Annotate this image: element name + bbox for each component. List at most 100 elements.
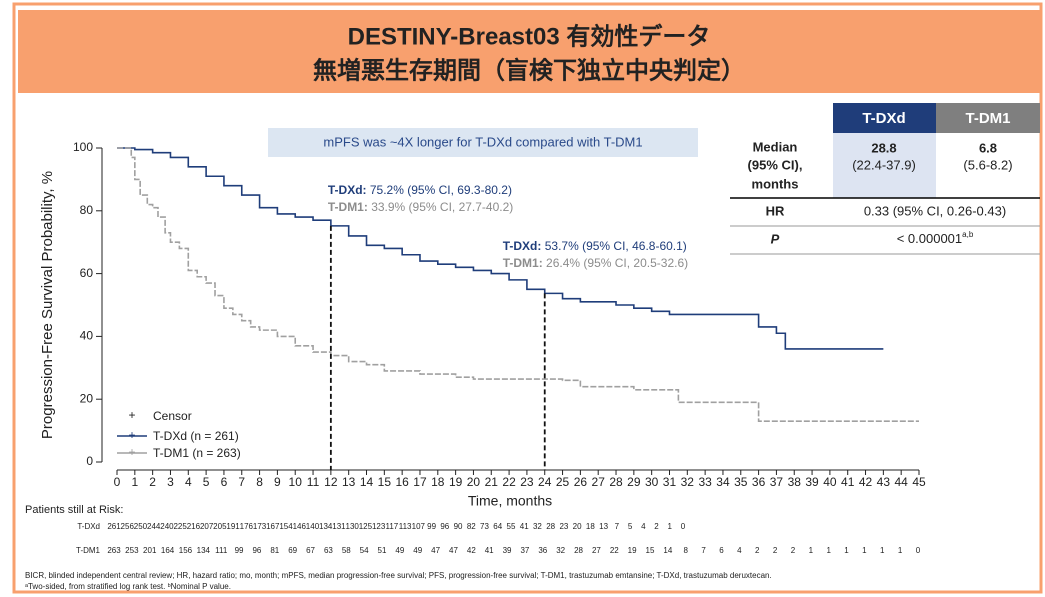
x-tick-label: 40 (823, 475, 837, 489)
x-tick-label: 38 (788, 475, 802, 489)
risk-count: 2 (654, 522, 659, 531)
risk-count: 4 (641, 522, 646, 531)
x-tick-label: 29 (627, 475, 641, 489)
x-tick-label: 27 (592, 475, 606, 489)
risk-count: 90 (454, 522, 463, 531)
censor-symbol: + (128, 408, 135, 422)
risk-count: 99 (235, 546, 244, 555)
risk-count: 41 (520, 522, 529, 531)
table-header: T-DM1 (966, 110, 1011, 127)
header-cell (833, 103, 936, 133)
y-tick-label: 0 (86, 454, 93, 468)
risk-count: 63 (324, 546, 333, 555)
risk-count: 15 (646, 546, 655, 555)
x-tick-label: 1 (131, 475, 138, 489)
risk-count: 117 (386, 522, 399, 531)
risk-count: 49 (413, 546, 422, 555)
risk-count: 19 (628, 546, 637, 555)
risk-count: 47 (449, 546, 458, 555)
risk-count: 113 (399, 522, 412, 531)
risk-count: 1 (862, 546, 867, 555)
annotation-text: 75.2% (95% CI, 69.3-80.2) (367, 183, 512, 197)
x-tick-label: 37 (770, 475, 784, 489)
risk-count: 2 (773, 546, 778, 555)
x-tick-label: 41 (841, 475, 855, 489)
risk-count: 64 (493, 522, 502, 531)
risk-count: 8 (684, 546, 689, 555)
x-tick-label: 0 (114, 475, 121, 489)
x-tick-label: 15 (378, 475, 392, 489)
survival-curve (117, 147, 919, 422)
risk-count: 18 (586, 522, 595, 531)
risk-count: 263 (107, 546, 121, 555)
annotation: T-DXd: 53.7% (95% CI, 46.8-60.1) (503, 239, 687, 253)
y-tick-label: 20 (80, 391, 94, 405)
row-label: Median (753, 139, 798, 154)
risk-count: 27 (592, 546, 601, 555)
x-tick-label: 16 (395, 475, 409, 489)
risk-count: 39 (503, 546, 512, 555)
risk-count: 131 (332, 522, 346, 531)
x-tick-label: 3 (167, 475, 174, 489)
legend-label: T-DM1 (n = 263) (153, 446, 241, 460)
risk-count: 22 (610, 546, 619, 555)
legend-censor: Censor (153, 409, 192, 423)
x-tick-label: 2 (149, 475, 156, 489)
risk-count: 1 (880, 546, 885, 555)
risk-count: 1 (668, 522, 673, 531)
risk-count: 54 (360, 546, 369, 555)
risk-count: 207 (200, 522, 214, 531)
annotation-label: T-DXd: (328, 183, 367, 197)
hr-value: 0.33 (95% CI, 0.26-0.43) (864, 203, 1006, 218)
x-tick-label: 13 (342, 475, 356, 489)
x-tick-label: 45 (912, 475, 926, 489)
risk-count: 28 (546, 522, 555, 531)
annotation: T-DM1: 33.9% (95% CI, 27.7-40.2) (328, 200, 513, 214)
risk-count: 6 (719, 546, 724, 555)
row-label: P (771, 231, 780, 246)
header-cell (936, 103, 1040, 133)
x-tick-label: 44 (894, 475, 908, 489)
risk-count: 173 (253, 522, 267, 531)
title-line1: DESTINY-Breast03 有効性データ (348, 22, 711, 50)
legend-label: T-DXd (n = 261) (153, 429, 239, 443)
row-label: (95% CI), (748, 157, 803, 172)
x-tick-label: 34 (716, 475, 730, 489)
risk-count: 167 (266, 522, 280, 531)
x-tick-label: 42 (859, 475, 873, 489)
x-tick-label: 22 (502, 475, 516, 489)
annotation: T-DXd: 75.2% (95% CI, 69.3-80.2) (328, 183, 512, 197)
x-tick-label: 18 (431, 475, 445, 489)
risk-count: 250 (134, 522, 148, 531)
risk-count: 96 (252, 546, 261, 555)
x-tick-label: 10 (289, 475, 303, 489)
annotation-text: 26.4% (95% CI, 20.5-32.6) (543, 256, 688, 270)
row-label: HR (766, 203, 785, 218)
risk-count: 41 (485, 546, 494, 555)
footnote: ᵃTwo-sided, from stratified log rank tes… (25, 582, 231, 591)
risk-count: 47 (431, 546, 440, 555)
x-tick-label: 43 (877, 475, 891, 489)
risk-count: 240 (160, 522, 174, 531)
y-axis-label: Progression-Free Survival Probability, % (39, 171, 56, 439)
risk-count: 58 (342, 546, 351, 555)
risk-count: 0 (681, 522, 686, 531)
x-tick-label: 31 (663, 475, 677, 489)
annotation-label: T-DXd: (503, 239, 542, 253)
x-tick-label: 14 (360, 475, 374, 489)
x-tick-label: 11 (307, 475, 320, 489)
risk-count: 2 (755, 546, 760, 555)
x-tick-label: 4 (185, 475, 192, 489)
risk-count: 96 (440, 522, 449, 531)
risk-count: 146 (293, 522, 307, 531)
x-axis-label: Time, months (468, 493, 552, 509)
x-tick-label: 5 (203, 475, 210, 489)
x-tick-label: 17 (413, 475, 427, 489)
y-tick-label: 100 (73, 140, 93, 154)
risk-count: 205 (213, 522, 227, 531)
x-tick-label: 23 (520, 475, 534, 489)
highlight-cell (833, 133, 936, 198)
median-value: 28.8 (871, 140, 896, 155)
risk-count: 140 (306, 522, 320, 531)
p-value: < 0.000001a,b (897, 230, 974, 246)
